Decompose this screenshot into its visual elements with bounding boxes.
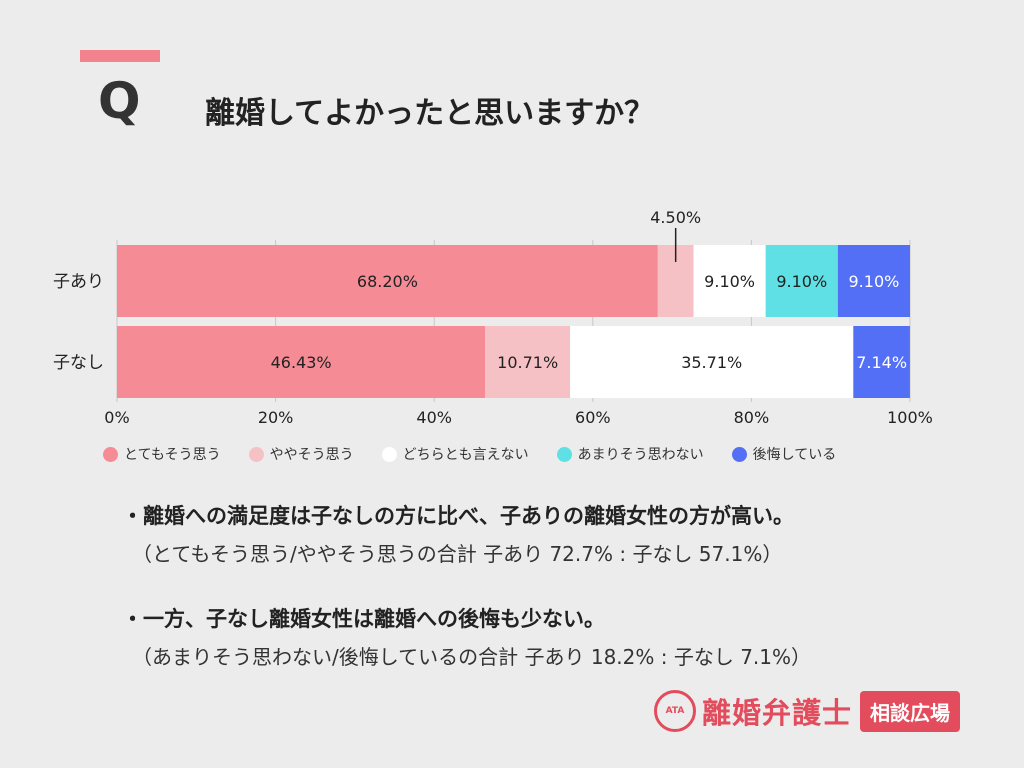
x-tick-label: 20% bbox=[258, 408, 294, 427]
legend-item: ややそう思う bbox=[248, 444, 354, 464]
legend-label: どちらとも言えない bbox=[402, 447, 529, 463]
x-tick-label: 80% bbox=[734, 408, 770, 427]
data-label: 68.20% bbox=[357, 272, 418, 291]
brand-badge: 相談広場 bbox=[860, 690, 961, 732]
bar-segment bbox=[570, 326, 854, 398]
note-1-head: ・離婚への満足度は子なしの方に比べ、子ありの離婚女性の方が高い。 bbox=[122, 504, 794, 528]
legend-label: あまりそう思わない bbox=[577, 447, 704, 463]
bar-segment bbox=[853, 326, 910, 398]
bar-segment bbox=[485, 326, 571, 398]
bar-segment bbox=[693, 245, 766, 317]
legend-label: ややそう思う bbox=[269, 447, 354, 463]
question-mark-label: Q bbox=[98, 72, 141, 130]
x-tick-label: 40% bbox=[416, 408, 452, 427]
bar-segment bbox=[765, 245, 838, 317]
data-label: 35.71% bbox=[681, 353, 742, 372]
legend-swatch bbox=[731, 446, 747, 462]
data-label: 9.10% bbox=[849, 272, 900, 291]
data-label: 4.50% bbox=[650, 208, 701, 227]
bar-segment bbox=[837, 245, 910, 317]
notes: ・離婚への満足度は子なしの方に比べ、子ありの離婚女性の方が高い。 （とてもそう思… bbox=[122, 500, 982, 670]
legend-swatch bbox=[248, 446, 264, 462]
x-tick-label: 100% bbox=[887, 408, 933, 427]
legend-item: 後悔している bbox=[731, 444, 837, 464]
brand-name: 離婚弁護士 bbox=[702, 696, 853, 730]
data-label: 10.71% bbox=[497, 353, 558, 372]
data-label: 7.14% bbox=[856, 353, 907, 372]
legend-item: どちらとも言えない bbox=[381, 444, 529, 464]
legend-swatch bbox=[381, 446, 397, 462]
note-2: ・一方、子なし離婚女性は離婚への後悔も少ない。 （あまりそう思わない/後悔してい… bbox=[122, 603, 982, 670]
bar-segment bbox=[117, 245, 658, 317]
x-tick-label: 0% bbox=[104, 408, 129, 427]
note-2-sub: （あまりそう思わない/後悔しているの合計 子あり 18.2% : 子なし 7.1… bbox=[132, 645, 812, 669]
accent-bar bbox=[80, 50, 160, 62]
chart-legend: とてもそう思う ややそう思う どちらとも言えない あまりそう思わない 後悔している bbox=[103, 444, 864, 464]
note-1: ・離婚への満足度は子なしの方に比べ、子ありの離婚女性の方が高い。 （とてもそう思… bbox=[122, 500, 982, 567]
legend-swatch bbox=[556, 446, 572, 462]
legend-label: 後悔している bbox=[752, 447, 837, 463]
data-label: 9.10% bbox=[776, 272, 827, 291]
question-title: 離婚してよかったと思いますか？ bbox=[205, 96, 655, 131]
legend-swatch bbox=[103, 446, 118, 462]
category-label: 子あり bbox=[53, 272, 104, 292]
data-label: 9.10% bbox=[704, 272, 755, 291]
category-label: 子なし bbox=[53, 353, 104, 373]
note-1-sub: （とてもそう思う/ややそう思うの合計 子あり 72.7% : 子なし 57.1%… bbox=[132, 542, 783, 566]
legend-label: とてもそう思う bbox=[124, 447, 221, 463]
data-label: 46.43% bbox=[271, 353, 332, 372]
legend-item: とてもそう思う bbox=[103, 444, 221, 464]
seal-icon: ATA bbox=[654, 690, 696, 732]
note-2-head: ・一方、子なし離婚女性は離婚への後悔も少ない。 bbox=[122, 607, 605, 631]
brand-logo: ATA 離婚弁護士 相談広場 bbox=[654, 690, 961, 732]
x-tick-label: 60% bbox=[575, 408, 611, 427]
bar-segment bbox=[117, 326, 486, 398]
legend-item: あまりそう思わない bbox=[556, 444, 704, 464]
